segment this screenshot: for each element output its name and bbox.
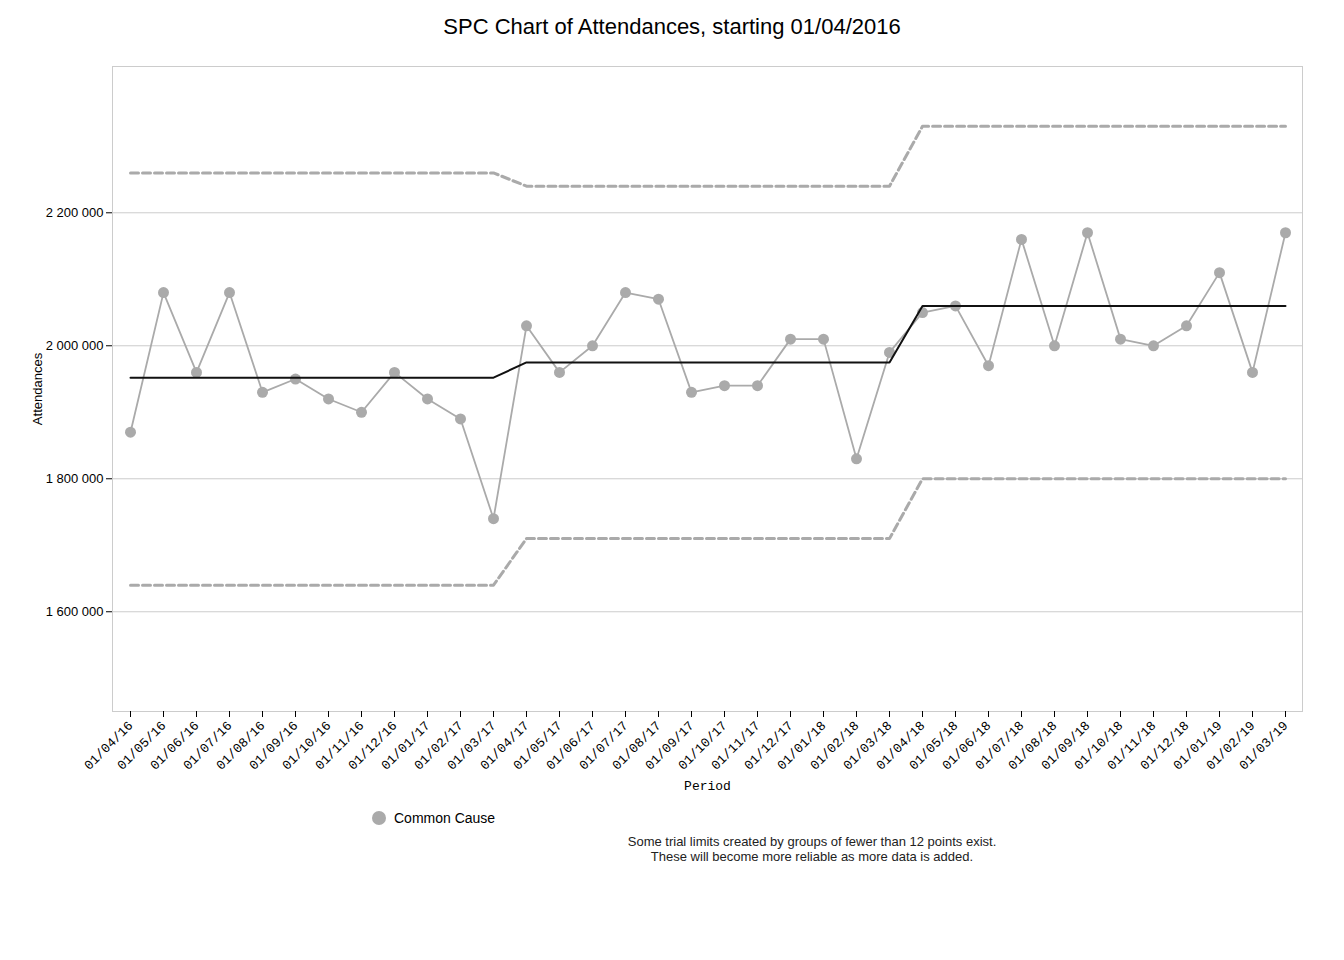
svg-text:01/12/16: 01/12/16 — [345, 718, 401, 774]
svg-text:01/10/18: 01/10/18 — [1071, 718, 1127, 774]
svg-text:01/10/16: 01/10/16 — [279, 718, 335, 774]
html-text:Common Cause: Common Cause — [394, 810, 496, 826]
svg-text:01/02/18: 01/02/18 — [807, 718, 863, 774]
svg-text:2 000 000: 2 000 000 — [46, 338, 104, 353]
svg-text:01/11/16: 01/11/16 — [312, 718, 368, 774]
svg-text:01/12/17: 01/12/17 — [741, 718, 797, 774]
svg-text:Attendances: Attendances — [30, 352, 45, 425]
svg-text:01/09/16: 01/09/16 — [246, 718, 302, 774]
svg-text:01/07/17: 01/07/17 — [576, 718, 632, 774]
html-text:Some trial limits created by g: Some trial limits created by groups of f… — [627, 834, 997, 864]
svg-text:01/01/17: 01/01/17 — [378, 718, 434, 774]
svg-text:01/11/17: 01/11/17 — [708, 718, 764, 774]
svg-text:01/03/17: 01/03/17 — [444, 718, 500, 774]
svg-text:01/07/18: 01/07/18 — [972, 718, 1028, 774]
svg-text:01/04/16: 01/04/16 — [81, 718, 137, 774]
svg-text:01/05/18: 01/05/18 — [906, 718, 962, 774]
svg-text:01/01/19: 01/01/19 — [1170, 718, 1226, 774]
svg-text:01/08/17: 01/08/17 — [609, 718, 665, 774]
svg-text:01/04/18: 01/04/18 — [873, 718, 929, 774]
svg-text:01/12/18: 01/12/18 — [1137, 718, 1193, 774]
svg-text:01/05/16: 01/05/16 — [114, 718, 170, 774]
svg-text:01/10/17: 01/10/17 — [675, 718, 731, 774]
svg-text:01/08/18: 01/08/18 — [1005, 718, 1061, 774]
svg-text:1 600 000: 1 600 000 — [46, 604, 104, 619]
svg-text:01/08/16: 01/08/16 — [213, 718, 269, 774]
svg-text:01/11/18: 01/11/18 — [1104, 718, 1160, 774]
svg-text:01/03/19: 01/03/19 — [1237, 718, 1292, 773]
svg-text:Period: Period — [684, 779, 731, 794]
svg-text:01/02/19: 01/02/19 — [1203, 718, 1259, 774]
svg-text:01/02/17: 01/02/17 — [411, 718, 467, 774]
svg-text:01/04/17: 01/04/17 — [477, 718, 533, 774]
svg-text:01/06/18: 01/06/18 — [939, 718, 995, 774]
svg-text:01/09/17: 01/09/17 — [642, 718, 698, 774]
svg-text:2 200 000: 2 200 000 — [46, 205, 104, 220]
svg-text:01/06/16: 01/06/16 — [147, 718, 203, 774]
svg-text:01/03/18: 01/03/18 — [840, 718, 896, 774]
svg-text:01/01/18: 01/01/18 — [774, 718, 830, 774]
svg-text:01/05/17: 01/05/17 — [510, 718, 566, 774]
html-text:SPC Chart of Attendances, star: SPC Chart of Attendances, starting 01/04… — [443, 14, 901, 39]
svg-text:01/07/16: 01/07/16 — [180, 718, 236, 774]
svg-text:01/06/17: 01/06/17 — [543, 718, 599, 774]
svg-text:1 800 000: 1 800 000 — [46, 471, 104, 486]
svg-text:01/09/18: 01/09/18 — [1038, 718, 1094, 774]
